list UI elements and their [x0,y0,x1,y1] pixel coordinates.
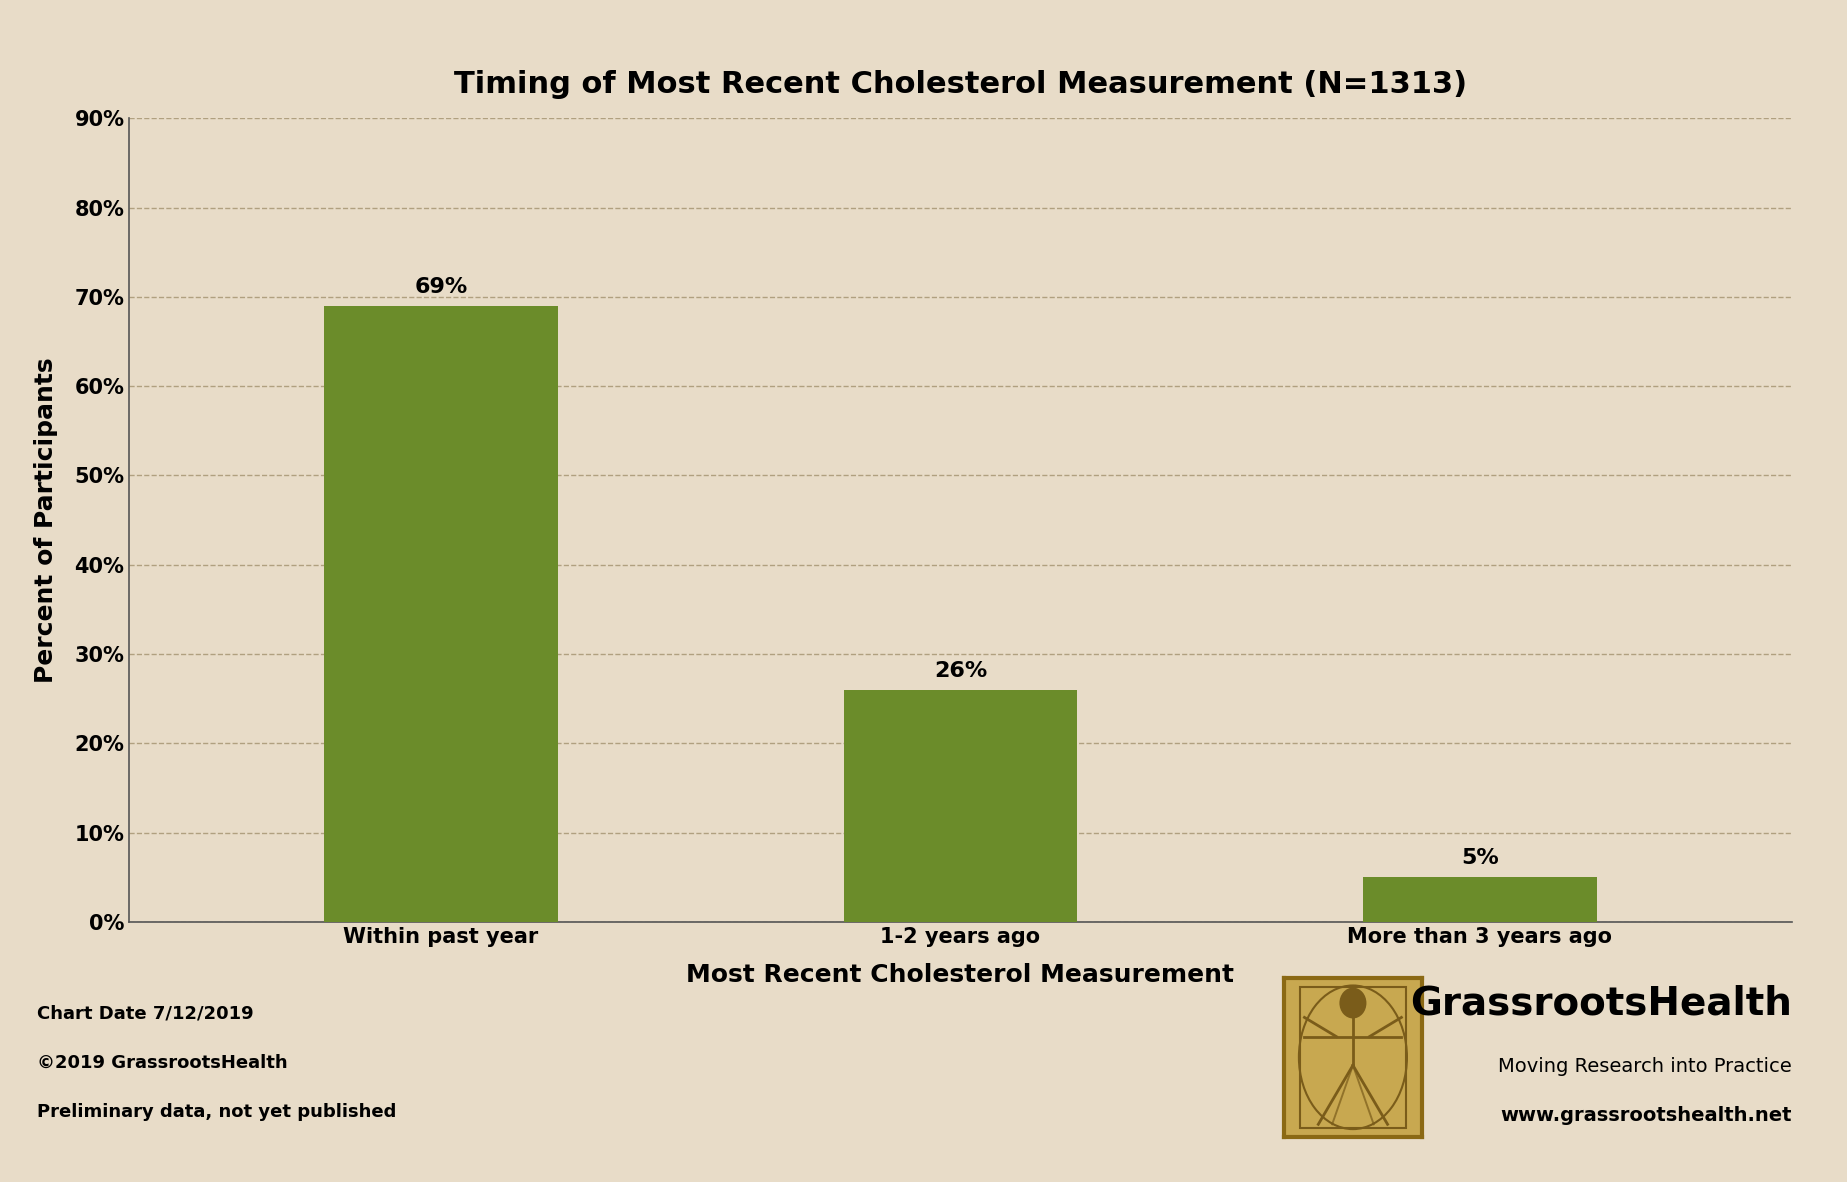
Bar [1300,987,1406,1128]
Text: 69%: 69% [414,277,467,297]
Text: 5%: 5% [1461,849,1498,869]
Circle shape [1341,988,1365,1018]
Text: GrassrootsHealth: GrassrootsHealth [1409,985,1792,1022]
Bar [1363,877,1598,922]
X-axis label: Most Recent Cholesterol Measurement: Most Recent Cholesterol Measurement [687,963,1234,987]
Text: www.grassrootshealth.net: www.grassrootshealth.net [1500,1106,1792,1125]
Bar [844,690,1077,922]
Title: Timing of Most Recent Cholesterol Measurement (N=1313): Timing of Most Recent Cholesterol Measur… [454,70,1467,99]
Text: 26%: 26% [935,661,986,681]
Y-axis label: Percent of Participants: Percent of Participants [33,357,57,683]
Text: Moving Research into Practice: Moving Research into Practice [1498,1057,1792,1076]
Text: Chart Date 7/12/2019: Chart Date 7/12/2019 [37,1005,253,1022]
Bar [323,306,558,922]
Text: Preliminary data, not yet published: Preliminary data, not yet published [37,1103,397,1121]
Text: ©2019 GrassrootsHealth: ©2019 GrassrootsHealth [37,1054,288,1072]
